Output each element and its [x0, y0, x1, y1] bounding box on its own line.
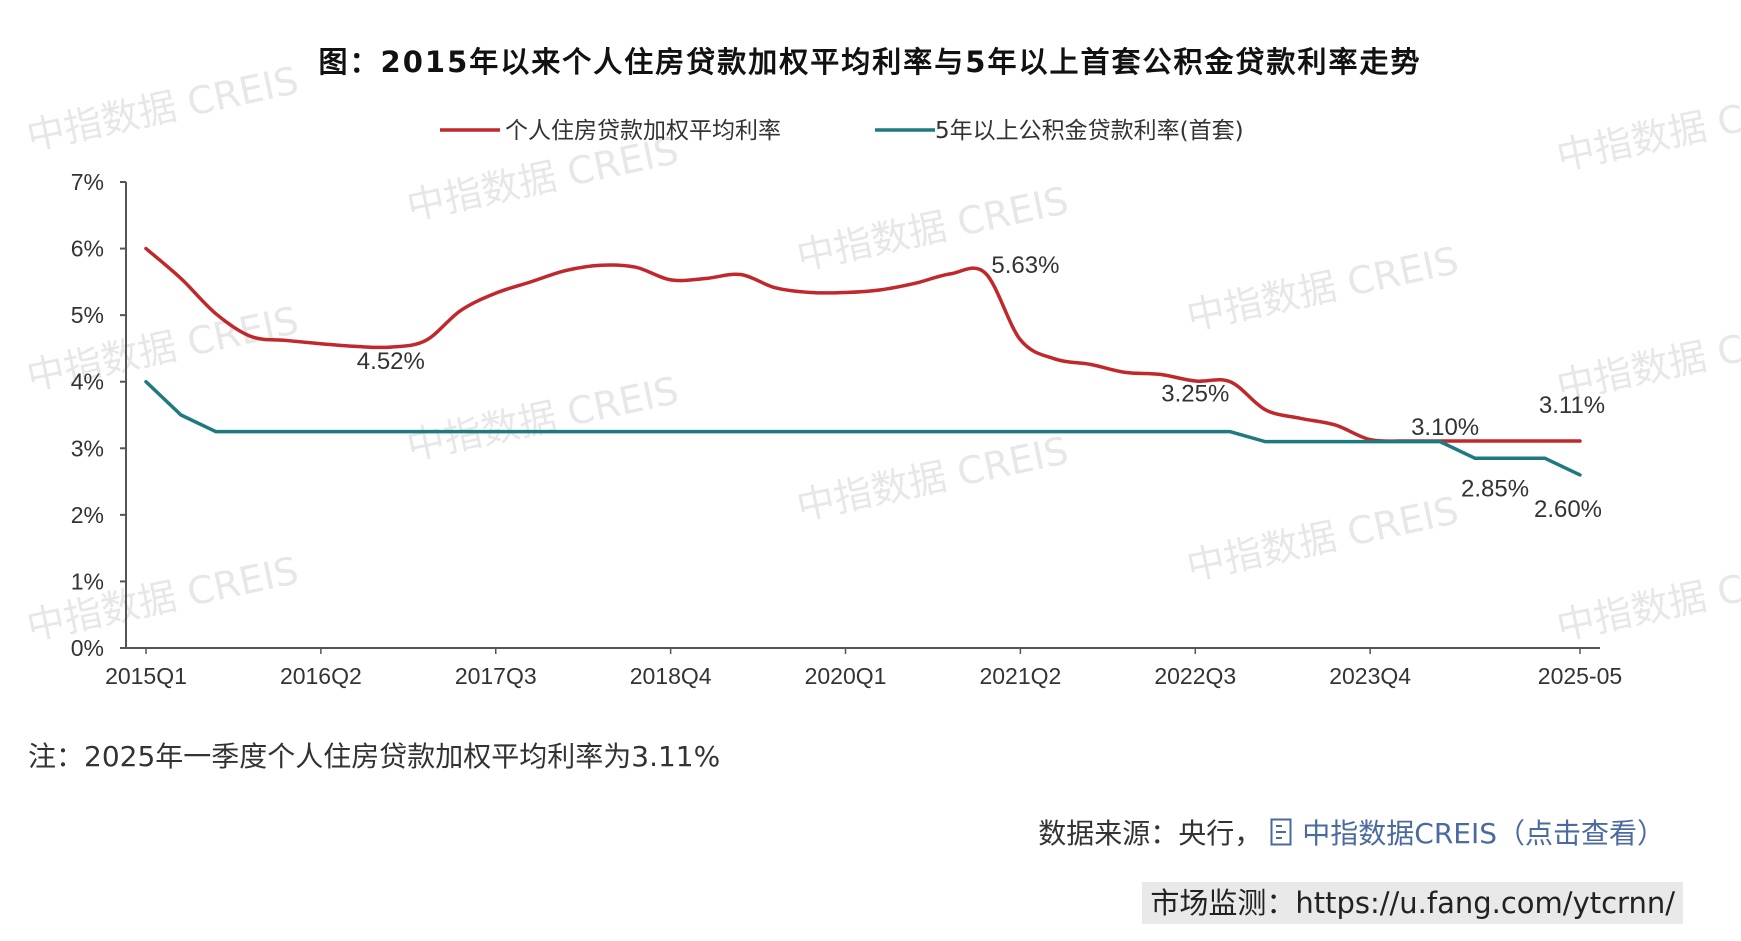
data-label: 5.63% — [991, 252, 1059, 279]
legend: 个人住房贷款加权平均利率 5年以上公积金贷款利率(首套) — [440, 118, 1244, 144]
data-label: 3.10% — [1411, 414, 1479, 441]
x-tick-label: 2022Q3 — [1154, 663, 1236, 689]
x-tick-label: 2015Q1 — [105, 663, 187, 689]
y-tick-label: 4% — [71, 369, 104, 395]
source-link-label: 中指数据CREIS（点击查看） — [1302, 817, 1665, 850]
data-source: 数据来源：央行， 中指数据CREIS（点击查看） — [1038, 812, 1665, 852]
x-axis-ticks: 2015Q1 2016Q2 2017Q3 2018Q4 2020Q1 2021Q2 2022… — [105, 648, 1622, 689]
watermark: 中指数据 CREIS — [1183, 238, 1462, 338]
watermark: 中指数据 CREIS — [23, 58, 302, 158]
y-axis-ticks: 0% 1% 2% 3% 4% 5% 6% 7% — [71, 169, 126, 661]
y-tick-label: 7% — [71, 169, 104, 195]
y-tick-label: 5% — [71, 302, 104, 328]
data-label: 2.85% — [1461, 475, 1529, 502]
y-tick-label: 1% — [71, 568, 104, 594]
watermark: 中指数据 CREIS — [23, 548, 302, 648]
legend-label-series-1: 5年以上公积金贷款利率(首套) — [935, 118, 1244, 144]
watermark-layer: 中指数据 CREIS 中指数据 CREIS 中指数据 CREIS 中指数据 CREIS… — [23, 58, 1741, 648]
y-tick-label: 0% — [71, 635, 104, 661]
x-tick-label: 2020Q1 — [805, 663, 887, 689]
data-label: 3.25% — [1161, 381, 1229, 408]
chart: 中指数据 CREIS 中指数据 CREIS 中指数据 CREIS 中指数据 CREIS… — [23, 45, 1741, 689]
watermark: 中指数据 CREIS — [1553, 78, 1741, 178]
legend-label-series-0: 个人住房贷款加权平均利率 — [505, 118, 781, 144]
data-label: 4.52% — [357, 348, 425, 375]
series-layer — [144, 246, 1582, 477]
y-tick-label: 6% — [71, 236, 104, 262]
y-tick-label: 3% — [71, 435, 104, 461]
data-label-layer: 4.52% 5.63% 3.25% 3.10% 3.11% 2.85%2.60% — [357, 252, 1605, 523]
x-tick-label: 2023Q4 — [1329, 663, 1411, 689]
watermark: 中指数据 CREIS — [1183, 488, 1462, 588]
watermark: 中指数据 CREIS — [403, 368, 682, 468]
watermark: 中指数据 CREIS — [1553, 548, 1741, 648]
y-tick-label: 2% — [71, 502, 104, 528]
x-tick-label: 2017Q3 — [455, 663, 537, 689]
data-label: 2.60% — [1534, 496, 1602, 523]
footnote: 注：2025年一季度个人住房贷款加权平均利率为3.11% — [28, 740, 721, 773]
x-tick-label: 2025-05 — [1538, 663, 1622, 689]
source-link[interactable]: 中指数据CREIS（点击查看） — [1270, 812, 1665, 852]
market-monitor-link[interactable]: 市场监测：https://u.fang.com/ytcrnn/ — [1142, 882, 1683, 924]
x-tick-label: 2021Q2 — [979, 663, 1061, 689]
series-line-0 — [144, 246, 1582, 443]
chart-title: 图：2015年以来个人住房贷款加权平均利率与5年以上首套公积金贷款利率走势 — [319, 45, 1422, 79]
source-prefix: 数据来源：央行， — [1038, 817, 1263, 850]
document-icon — [1270, 818, 1292, 846]
watermark: 中指数据 CREIS — [793, 428, 1072, 528]
x-tick-label: 2018Q4 — [630, 663, 712, 689]
series-line-1 — [144, 379, 1582, 477]
watermark: 中指数据 CREIS — [23, 298, 302, 398]
data-label: 3.11% — [1539, 392, 1605, 419]
x-tick-label: 2016Q2 — [280, 663, 362, 689]
